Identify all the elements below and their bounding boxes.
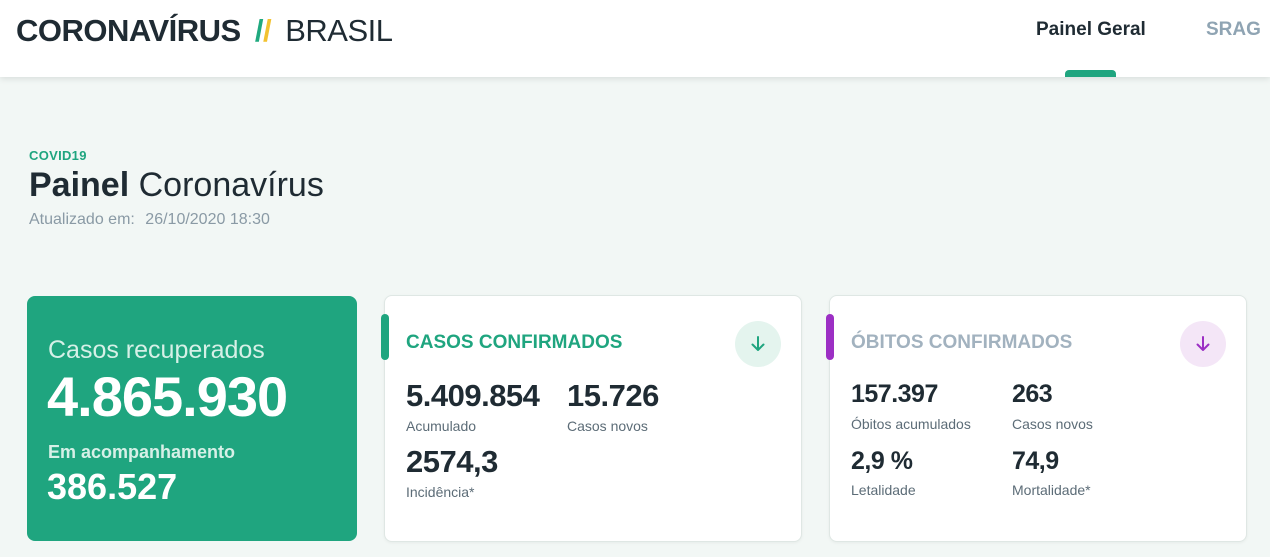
cases-incidence-label: Incidência* [406,484,475,500]
deaths-mortality-label: Mortalidade* [1012,482,1091,498]
page-title-light: Coronavírus [138,166,324,204]
deaths-accumulated-label: Óbitos acumulados [851,416,971,432]
confirmed-cases-title: CASOS CONFIRMADOS [406,332,623,353]
page-eyebrow: COVID19 [29,148,87,163]
cases-expand-button[interactable] [735,321,781,367]
brand-sub-text: BRASIL [285,13,393,48]
top-header: CORONAVÍRUS // BRASIL Painel Geral SRAG [0,0,1270,77]
card-accent-bar [826,314,834,360]
recovered-card: Casos recuperados 4.865.930 Em acompanha… [27,296,357,541]
deaths-accumulated-value: 157.397 [851,380,938,408]
cases-new-value: 15.726 [567,378,659,413]
cases-accumulated-label: Acumulado [406,418,477,434]
page-title-bold: Painel [29,166,130,204]
deaths-lethality-label: Letalidade [851,482,916,498]
recovered-label: Casos recuperados [48,336,265,364]
arrow-down-icon [1196,336,1210,351]
followup-label: Em acompanhamento [48,442,236,462]
cases-new-label: Casos novos [567,418,648,434]
active-tab-indicator [1065,70,1116,77]
deaths-new-value: 263 [1012,380,1053,408]
brand-logo[interactable]: CORONAVÍRUS // BRASIL [16,13,393,49]
recovered-value: 4.865.930 [47,365,288,428]
nav-tab-srag[interactable]: SRAG [1206,19,1261,40]
deaths-mortality-value: 74,9 [1012,447,1059,475]
deaths-expand-button[interactable] [1180,321,1226,367]
cases-incidence-value: 2574,3 [406,444,498,479]
brand-main-text: CORONAVÍRUS [16,13,241,48]
deaths-lethality-value: 2,9 % [851,447,913,475]
followup-value: 386.527 [47,466,178,507]
brand-slash-icon: // [254,13,272,48]
arrow-down-icon [751,336,765,351]
confirmed-deaths-card: ÓBITOS CONFIRMADOS 157.397 Óbitos acumul… [826,295,1247,542]
card-accent-bar [381,314,389,360]
updated-label: Atualizado em: [29,211,135,228]
cases-accumulated-value: 5.409.854 [406,378,540,413]
nav-tab-painel-geral[interactable]: Painel Geral [1036,19,1146,40]
updated-timestamp: Atualizado em: 26/10/2020 18:30 [29,211,270,229]
updated-value: 26/10/2020 18:30 [145,211,270,228]
deaths-new-label: Casos novos [1012,416,1093,432]
page-title: Painel Coronavírus [29,166,324,205]
confirmed-deaths-title: ÓBITOS CONFIRMADOS [851,332,1073,353]
confirmed-cases-card: CASOS CONFIRMADOS 5.409.854 Acumulado 15… [381,295,802,542]
